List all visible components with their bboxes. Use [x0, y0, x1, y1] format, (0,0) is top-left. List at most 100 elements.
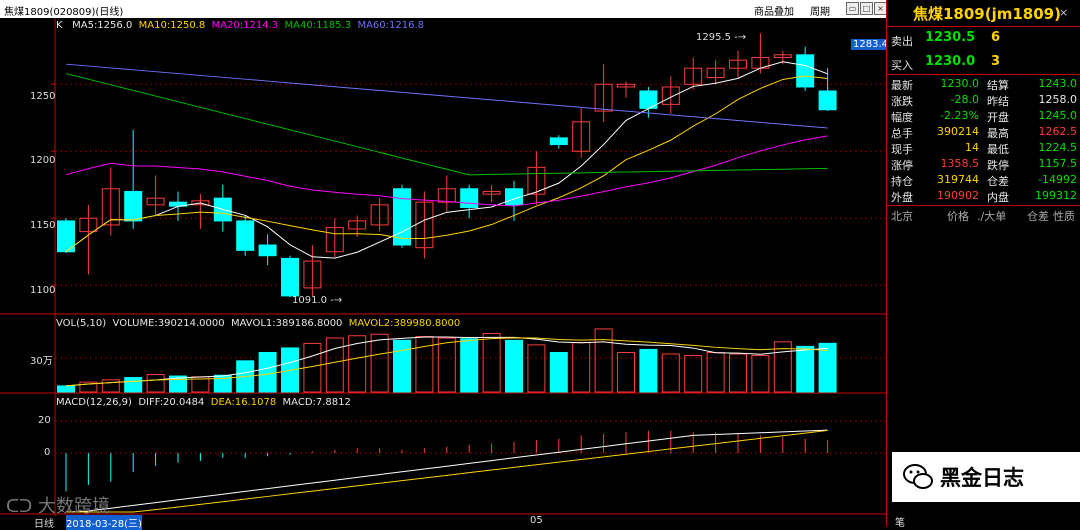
low-annotation: 1091.0 -→: [292, 295, 343, 306]
quote-label: 总手: [891, 127, 913, 140]
quote-label: 外盘: [891, 191, 913, 204]
period-link[interactable]: 周期: [810, 7, 830, 18]
buy-label: 买入: [891, 59, 913, 72]
chart-title-bar: 焦煤1809(020809)(日线) 商品叠加 周期 ▭ □ ×: [0, 0, 887, 18]
kline-chart[interactable]: [0, 18, 886, 526]
brand-watermark: ᑕᑐ 大数跨境: [6, 496, 111, 517]
tick-tab[interactable]: 笔: [895, 518, 905, 529]
quote-label: 最高: [987, 127, 1009, 140]
mavol1-value: MAVOL1:389186.8000: [230, 318, 343, 329]
macd-value: MACD:7.8812: [282, 397, 351, 408]
wechat-watermark: 黑金日志: [892, 452, 1080, 502]
period-tag[interactable]: 日线: [34, 519, 54, 530]
volume-bar: [146, 374, 165, 393]
volume-bar: [773, 341, 792, 393]
dea-value: DEA:16.1078: [210, 397, 277, 408]
volume-bar: [729, 353, 747, 393]
quote-label: 跌停: [987, 159, 1009, 172]
quote-label: 结算: [987, 79, 1009, 92]
volume-bar: [460, 338, 479, 393]
candle-body: [348, 220, 367, 230]
quote-label: 现手: [891, 143, 913, 156]
vol-legend: VOL(5,10) VOLUME:390214.0000 MAVOL1:3891…: [56, 318, 460, 329]
volume-bar: [482, 332, 501, 393]
tick-col-location: 北京: [891, 210, 913, 223]
candle-body: [236, 220, 255, 251]
candle-body: [617, 83, 635, 88]
candle-body: [684, 67, 703, 85]
restore-icon[interactable]: ▭: [846, 2, 859, 15]
maximize-icon[interactable]: □: [860, 2, 873, 15]
candle-body: [460, 188, 479, 209]
volume-bar: [751, 355, 770, 393]
quote-header: 焦煤1809(jm1809) ×: [887, 0, 1080, 27]
candle-body: [437, 188, 456, 203]
ma60-legend: MA60:1216.8: [357, 20, 424, 31]
ma10-legend: MA10:1250.8: [138, 20, 206, 31]
candle-body: [146, 197, 165, 206]
y-tick-label: 1200: [30, 155, 56, 166]
volume-bar: [661, 353, 680, 393]
volume-bar: [415, 336, 434, 393]
quote-value: 1243.0: [1038, 77, 1078, 90]
volume-bar: [639, 348, 658, 393]
diff-line: [65, 429, 828, 513]
sell-price: 1230.5: [925, 30, 976, 45]
tick-col-nature: 性质: [1053, 210, 1075, 223]
candle-body: [482, 190, 501, 195]
quote-label: 仓差: [987, 175, 1009, 188]
quote-label: 最低: [987, 143, 1009, 156]
macd-tick-label: 0: [44, 447, 51, 458]
buy-qty: 3: [991, 54, 1001, 69]
volume-bar: [393, 339, 411, 393]
volume-bar: [124, 377, 143, 393]
month-label: 05: [530, 515, 543, 526]
close-icon[interactable]: ×: [1059, 6, 1069, 19]
volume-bar: [258, 351, 277, 393]
ma-legend: K MA5:1256.0 MA10:1250.8 MA20:1214.3 MA4…: [56, 20, 424, 31]
candle-body: [124, 190, 143, 222]
candle-body: [191, 200, 210, 206]
wechat-icon: [903, 464, 933, 489]
volume-bar: [79, 381, 98, 393]
candle-body: [258, 244, 277, 257]
quote-value: 1245.0: [1038, 109, 1078, 122]
ma5-line: [65, 61, 828, 259]
quote-value: -2.23%: [940, 109, 979, 122]
volume-bar: [101, 379, 120, 393]
volume-bar: [527, 344, 546, 393]
ma20-legend: MA20:1214.3: [211, 20, 279, 31]
volume-bar: [594, 328, 613, 393]
volume-bar: [818, 342, 837, 393]
volume-bar: [796, 345, 815, 393]
quote-label: 涨停: [891, 159, 913, 172]
vol-tick-label: 30万: [30, 356, 53, 367]
quote-value: 199312: [1035, 189, 1077, 202]
contract-name: 焦煤1809(jm1809): [913, 5, 1061, 23]
candle-body: [527, 166, 546, 195]
quote-value: 1157.5: [1038, 157, 1078, 170]
candle-body: [706, 67, 725, 79]
candle-body: [594, 83, 613, 112]
quote-label: 内盘: [987, 191, 1009, 204]
candle-body: [818, 90, 837, 111]
quote-label: 持仓: [891, 175, 913, 188]
vol-label: VOL(5,10): [56, 318, 107, 329]
candle-body: [773, 54, 792, 58]
quote-value: 1358.5: [940, 157, 980, 170]
macd-tick-label: 20: [38, 415, 51, 426]
quote-value: 1224.5: [1038, 141, 1078, 154]
add-commodity-link[interactable]: 商品叠加: [754, 7, 794, 18]
candle-body: [281, 257, 299, 297]
quote-value: -28.0: [950, 93, 979, 106]
volume-bar: [437, 337, 456, 393]
sell-label: 卖出: [891, 35, 913, 48]
volume-bar: [549, 351, 568, 393]
volume-bar: [348, 335, 367, 393]
macd-legend: MACD(12,26,9) DIFF:20.0484 DEA:16.1078 M…: [56, 397, 351, 408]
candle-body: [549, 137, 568, 146]
k-legend: K: [56, 20, 63, 31]
ma5-legend: MA5:1256.0: [72, 20, 133, 31]
quote-value: 1230.0: [940, 77, 980, 90]
candle-body: [729, 59, 747, 69]
